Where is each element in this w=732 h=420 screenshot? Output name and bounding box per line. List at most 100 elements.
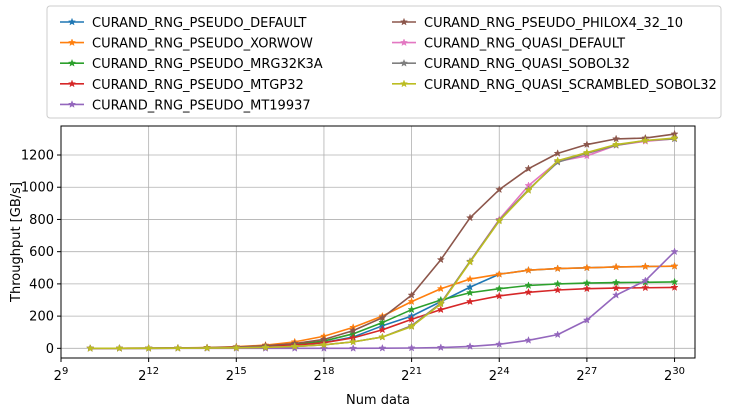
axes-layer: Num data Throughput [GB/s] 29 212 215 218 22… [9, 125, 696, 408]
data-point [436, 255, 445, 264]
data-point [612, 262, 621, 271]
data-point [319, 344, 329, 352]
data-point [524, 287, 533, 296]
data-point [524, 335, 533, 344]
data-point [407, 290, 416, 299]
data-point [524, 164, 533, 173]
data-point [407, 343, 416, 352]
legend: CURAND_RNG_PSEUDO_DEFAULT CURAND_RNG_PSEU… [46, 5, 722, 119]
y-axis-label: Throughput [GB/s] [9, 182, 24, 303]
data-point [407, 297, 416, 306]
x-tick-label: 230 [664, 366, 685, 384]
data-point [495, 185, 504, 194]
data-point [670, 133, 679, 142]
x-tick-label: 215 [226, 366, 247, 384]
legend-label: CURAND_RNG_QUASI_SOBOL32 [424, 57, 630, 72]
data-point [349, 326, 358, 335]
legend-label: CURAND_RNG_PSEUDO_PHILOX4_32_10 [424, 16, 683, 31]
data-point [495, 216, 504, 225]
data-point [202, 343, 212, 352]
data-point [378, 325, 387, 334]
legend-item: CURAND_RNG_PSEUDO_DEFAULT [60, 16, 306, 31]
legend-label: CURAND_RNG_PSEUDO_DEFAULT [92, 16, 306, 31]
data-point [465, 342, 475, 350]
data-point [290, 342, 299, 350]
data-point [465, 257, 475, 266]
x-tick-label: 224 [489, 366, 510, 384]
data-point [553, 285, 562, 294]
data-point [553, 330, 562, 339]
data-point [436, 299, 445, 308]
data-point [670, 247, 679, 256]
series-curand-rng-quasi-scrambled-sobol32 [86, 133, 679, 352]
data-point [86, 344, 95, 352]
legend-item: CURAND_RNG_QUASI_DEFAULT [392, 37, 625, 52]
data-point [641, 283, 650, 292]
data-point [641, 276, 650, 285]
x-tick-label: 221 [401, 366, 422, 384]
legend-swatch-marker [399, 58, 409, 67]
legend-swatch-marker [67, 38, 77, 47]
data-point [553, 264, 562, 273]
legend-item: CURAND_RNG_QUASI_SOBOL32 [392, 57, 630, 72]
legend-frame [46, 5, 722, 119]
y-tick-label: 600 [29, 245, 54, 260]
y-tick-label: 800 [29, 213, 54, 228]
data-point [319, 340, 329, 349]
data-point [407, 315, 416, 323]
legend-label: CURAND_RNG_PSEUDO_XORWOW [92, 37, 313, 52]
data-point [495, 284, 504, 293]
data-point [349, 344, 358, 352]
grid-layer [60, 126, 695, 358]
data-point [582, 263, 591, 272]
legend-swatch-marker [67, 100, 77, 108]
data-point [232, 343, 241, 352]
series-layer [86, 129, 679, 352]
data-point [495, 269, 504, 278]
y-tick-label: 200 [29, 310, 54, 325]
data-point [261, 343, 270, 351]
y-tick-label: 0 [46, 342, 54, 357]
data-point [173, 343, 182, 352]
data-point [378, 332, 387, 341]
data-point [670, 261, 679, 270]
x-axis-label: Num data [346, 393, 410, 408]
data-point [582, 315, 591, 324]
data-point [524, 265, 533, 274]
data-point [641, 136, 650, 144]
data-point [465, 213, 475, 222]
data-point [436, 284, 445, 293]
legend-label: CURAND_RNG_PSEUDO_MTGP32 [92, 78, 304, 93]
x-tick-label: 227 [576, 366, 597, 384]
legend-label: CURAND_RNG_PSEUDO_MT19937 [92, 98, 311, 113]
data-point [407, 322, 416, 331]
legend-swatch-marker [67, 58, 77, 67]
y-tick-label: 400 [29, 277, 54, 292]
data-point [582, 284, 591, 293]
data-point [378, 313, 387, 322]
data-point [641, 262, 650, 270]
legend-label: CURAND_RNG_QUASI_SCRAMBLED_SOBOL32 [424, 78, 717, 93]
data-point [612, 283, 621, 292]
legend-item: CURAND_RNG_PSEUDO_MRG32K3A [60, 57, 323, 72]
x-tick-label: 212 [138, 366, 159, 384]
legend-item: CURAND_RNG_PSEUDO_XORWOW [60, 37, 313, 52]
legend-item: CURAND_RNG_PSEUDO_MTGP32 [60, 78, 304, 93]
y-tick-label: 1200 [21, 149, 54, 164]
data-point [465, 274, 475, 283]
legend-label: CURAND_RNG_PSEUDO_MRG32K3A [92, 57, 323, 72]
legend-label: CURAND_RNG_QUASI_DEFAULT [424, 37, 625, 52]
data-point [612, 140, 621, 149]
x-tick-label: 29 [54, 366, 69, 384]
legend-swatch-marker [67, 17, 77, 26]
data-point [524, 281, 533, 289]
data-point [582, 148, 591, 157]
data-point [144, 343, 153, 352]
legend-item: CURAND_RNG_PSEUDO_MT19937 [60, 98, 311, 113]
data-point [465, 297, 475, 306]
legend-swatch-marker [399, 38, 409, 47]
data-point [495, 339, 504, 348]
plot-frame [60, 125, 696, 359]
data-point [495, 291, 504, 300]
